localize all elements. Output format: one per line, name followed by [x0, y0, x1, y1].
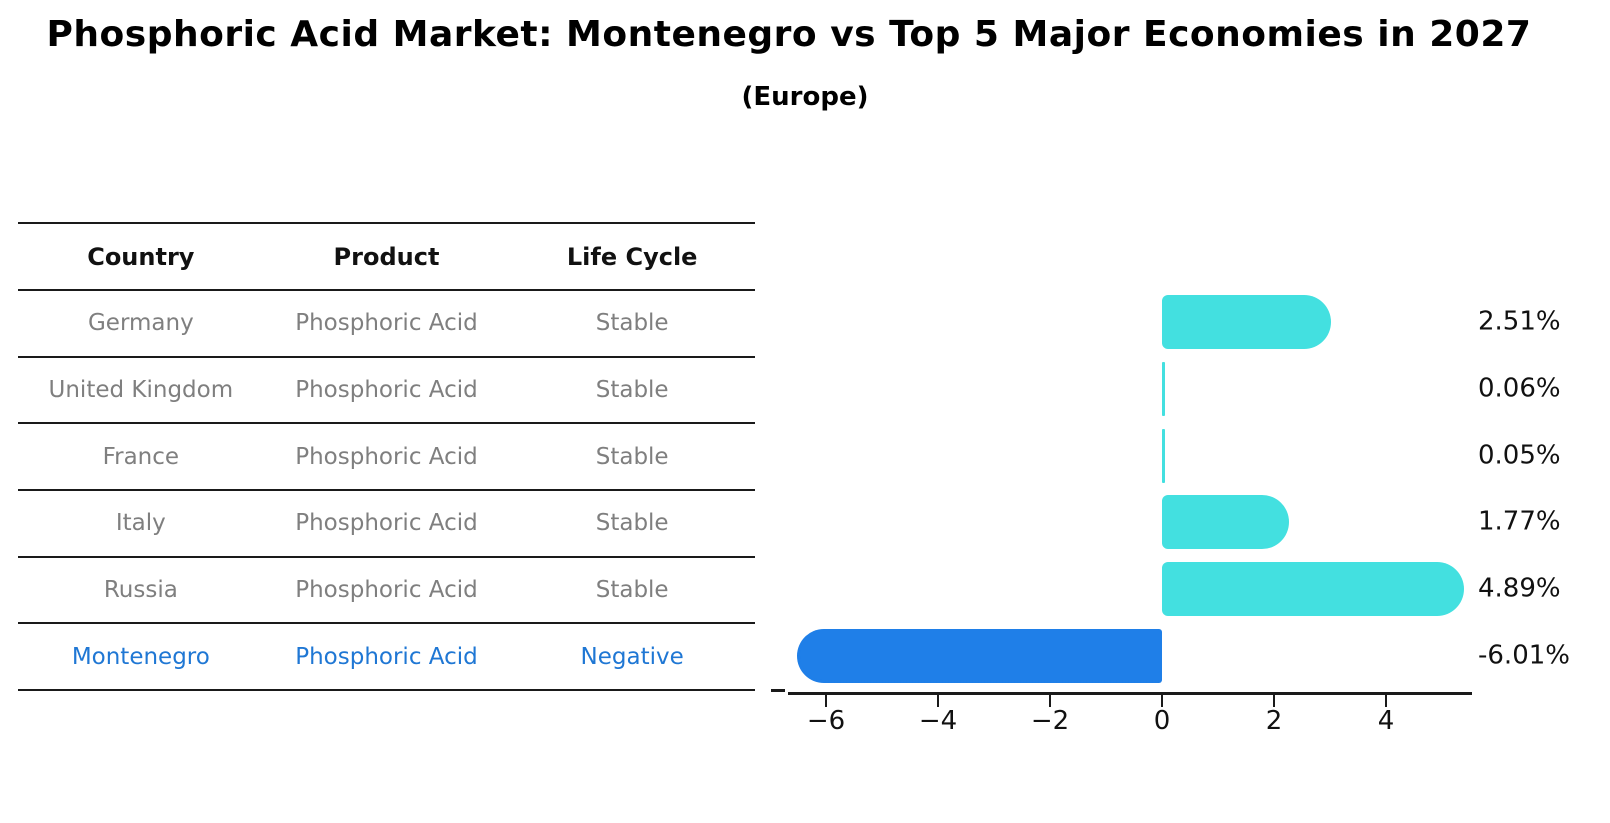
- table-row-united-kingdom: United Kingdom Phosphoric Acid Stable: [18, 358, 755, 425]
- x-tick-4: [1384, 695, 1388, 707]
- cell-country: Russia: [103, 577, 178, 604]
- chart-subtitle: (Europe): [741, 82, 869, 112]
- value-label-france: 0.05%: [1478, 440, 1561, 471]
- table-header-row: Country Product Life Cycle: [18, 224, 755, 291]
- bar-montenegro: [797, 628, 1162, 683]
- col-header-lifecycle: Life Cycle: [566, 242, 698, 271]
- x-tick-label-−6: −6: [806, 706, 846, 736]
- bar-germany: [1162, 295, 1331, 350]
- cell-lifecycle: Stable: [595, 577, 669, 604]
- x-tick-label-−2: −2: [1030, 706, 1070, 736]
- x-axis-line: [788, 691, 1472, 695]
- x-tick-−6: [824, 695, 828, 707]
- col-header-product: Product: [333, 242, 440, 271]
- cell-country: United Kingdom: [48, 377, 234, 404]
- table-row-russia: Russia Phosphoric Acid Stable: [18, 558, 755, 625]
- cell-product: Phosphoric Acid: [295, 577, 478, 604]
- country-table: Country Product Life Cycle Germany Phosp…: [18, 222, 755, 692]
- cell-lifecycle: Stable: [595, 310, 669, 337]
- x-tick-2: [1272, 695, 1276, 707]
- table-row-italy: Italy Phosphoric Acid Stable: [18, 491, 755, 558]
- cell-country: Montenegro: [71, 643, 210, 670]
- x-tick-−4: [936, 695, 940, 707]
- axis-end-tick: [771, 689, 785, 692]
- cell-product: Phosphoric Acid: [295, 643, 478, 670]
- cell-lifecycle: Stable: [595, 377, 669, 404]
- table-row-montenegro: Montenegro Phosphoric Acid Negative: [18, 624, 755, 692]
- cell-lifecycle: Negative: [580, 643, 684, 670]
- value-label-montenegro: -6.01%: [1478, 640, 1570, 671]
- x-tick-label-−4: −4: [918, 706, 958, 736]
- x-tick-−2: [1048, 695, 1052, 707]
- value-label-germany: 2.51%: [1478, 306, 1561, 337]
- cell-product: Phosphoric Acid: [295, 310, 478, 337]
- value-label-russia: 4.89%: [1478, 573, 1561, 604]
- bar-united-kingdom: [1162, 362, 1166, 417]
- chart-title: Phosphoric Acid Market: Montenegro vs To…: [46, 14, 1532, 55]
- x-tick-label-0: 0: [1153, 706, 1171, 736]
- value-label-united-kingdom: 0.06%: [1478, 373, 1561, 404]
- cell-country: Italy: [115, 510, 166, 537]
- bar-france: [1162, 428, 1165, 483]
- x-tick-label-2: 2: [1265, 706, 1283, 736]
- bar-russia: [1162, 562, 1464, 617]
- x-tick-label-4: 4: [1377, 706, 1395, 736]
- cell-product: Phosphoric Acid: [295, 377, 478, 404]
- cell-country: Germany: [87, 310, 194, 337]
- bar-italy: [1162, 495, 1290, 550]
- cell-lifecycle: Stable: [595, 443, 669, 470]
- cell-country: France: [102, 443, 180, 470]
- table-row-germany: Germany Phosphoric Acid Stable: [18, 291, 755, 358]
- value-label-italy: 1.77%: [1478, 506, 1561, 537]
- x-tick-0: [1160, 695, 1164, 707]
- table-row-france: France Phosphoric Acid Stable: [18, 424, 755, 492]
- cell-product: Phosphoric Acid: [295, 510, 478, 537]
- col-header-country: Country: [87, 242, 195, 271]
- cell-product: Phosphoric Acid: [295, 443, 478, 470]
- cell-lifecycle: Stable: [595, 510, 669, 537]
